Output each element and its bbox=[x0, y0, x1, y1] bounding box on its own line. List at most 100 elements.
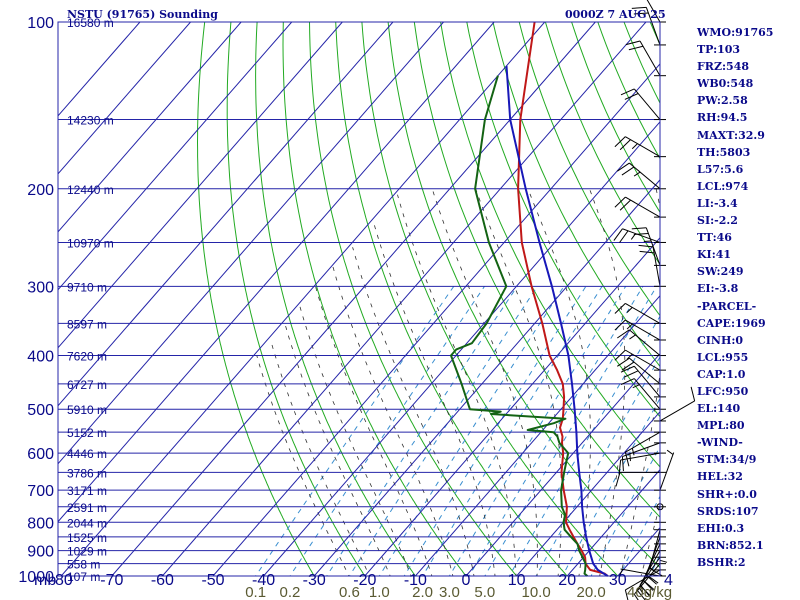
height-label: 9710 m bbox=[67, 280, 107, 294]
isotherm-line bbox=[364, 237, 660, 576]
stat-item: -PARCEL- bbox=[697, 299, 757, 313]
pressure-tick-label: 300 bbox=[27, 279, 54, 296]
isotherm-line bbox=[58, 22, 141, 117]
dry-adiabat-line bbox=[335, 22, 568, 576]
wind-barb-flag bbox=[613, 228, 623, 241]
mixing-ratio-line bbox=[535, 356, 660, 576]
wind-barb-flag bbox=[628, 45, 644, 51]
parcel-line bbox=[505, 65, 609, 577]
wind-barb-shaft bbox=[645, 7, 661, 46]
stat-item: FRZ:548 bbox=[697, 60, 750, 74]
stat-item: PW:2.58 bbox=[697, 94, 748, 108]
isotherm-line bbox=[58, 22, 293, 291]
pressure-tick-label: 400 bbox=[27, 349, 54, 366]
wind-barb-shaft bbox=[659, 400, 695, 422]
isotherm-line bbox=[58, 22, 191, 175]
stat-item: SHR+:0.0 bbox=[697, 487, 757, 501]
sounding-time: 0000Z 7 AUG 25 bbox=[565, 8, 666, 21]
isotherm-line bbox=[58, 22, 495, 523]
isotherm-line bbox=[516, 410, 660, 576]
wind-barbs bbox=[613, 0, 696, 600]
mixing-ratio-label: 5.0 bbox=[474, 584, 495, 600]
dry-adiabats bbox=[196, 22, 660, 576]
dry-adiabat-line bbox=[440, 22, 660, 468]
grid bbox=[58, 22, 660, 576]
wind-barb-flag bbox=[620, 88, 635, 96]
wind-barb-flag bbox=[620, 365, 635, 373]
wind-barb-flag bbox=[619, 139, 631, 151]
wind-barb-half-flag bbox=[639, 587, 644, 595]
stat-item: CAPE:1969 bbox=[697, 316, 766, 330]
height-label: 12440 m bbox=[67, 183, 114, 197]
wind-barb-flag bbox=[615, 472, 621, 487]
wind-barb-shaft bbox=[633, 563, 661, 595]
stat-item: SI:-2.2 bbox=[697, 214, 738, 228]
wind-barb-half-flag bbox=[666, 449, 674, 455]
wind-barb-shaft bbox=[625, 319, 661, 341]
sounding-title: NSTU (91765) Sounding bbox=[67, 8, 218, 21]
temperature-tick-label: -60 bbox=[151, 572, 174, 589]
wind-barb-shaft bbox=[622, 228, 661, 243]
wind-barb-flag bbox=[638, 244, 654, 248]
pressure-tick-label: 100 bbox=[27, 15, 54, 32]
wind-barb-shaft bbox=[645, 227, 661, 266]
stat-item: MAXT:32.9 bbox=[697, 128, 765, 142]
temperature-tick-label: -80 bbox=[50, 572, 73, 589]
dry-adiabat-line bbox=[492, 22, 660, 368]
stability-indices-list: WMO:91765 TP:103 FRZ:548 WB0:548 PW:2.58 RH:9… bbox=[697, 24, 773, 571]
wind-barb-shaft bbox=[659, 452, 675, 491]
mixing-ratio-line bbox=[254, 286, 455, 576]
wind-barb-shaft bbox=[625, 302, 661, 324]
wind-barb-flag bbox=[617, 357, 630, 367]
isotherm-line bbox=[111, 22, 596, 576]
moist-adiabat-line bbox=[284, 323, 391, 576]
isotherm-line bbox=[263, 121, 660, 576]
stat-item: EHI:0.3 bbox=[697, 521, 745, 535]
dry-adiabat-line bbox=[196, 22, 315, 576]
dry-adiabat-line bbox=[466, 22, 660, 418]
pressure-unit-label: mb bbox=[34, 572, 56, 589]
wind-barb-flag bbox=[624, 93, 639, 100]
mixing-ratio-label: 40g/kg bbox=[627, 584, 672, 600]
wind-barb-shaft bbox=[649, 529, 661, 569]
height-label: 6727 m bbox=[67, 378, 107, 392]
wind-barb-flag bbox=[631, 6, 647, 9]
wind-barb-shaft bbox=[633, 378, 661, 410]
wind-barb-half-flag bbox=[626, 353, 633, 360]
wind-barb-shaft bbox=[652, 246, 661, 287]
wind-barb-shaft bbox=[639, 40, 661, 76]
stat-item: BSHR:2 bbox=[697, 555, 746, 569]
mixing-ratio-line bbox=[468, 286, 644, 576]
wind-barb-flag bbox=[625, 40, 641, 46]
moist-adiabat-line bbox=[589, 188, 626, 576]
wind-barb-shaft bbox=[625, 136, 661, 158]
stat-item: BRN:852.1 bbox=[697, 538, 764, 552]
wind-barb-half-flag bbox=[629, 453, 631, 462]
stat-item: WMO:91765 bbox=[697, 26, 774, 39]
isotherm-line bbox=[58, 22, 394, 407]
wind-barb-half-flag bbox=[629, 334, 636, 340]
mixing-ratio-line bbox=[403, 286, 587, 576]
dry-adiabat-line bbox=[309, 22, 518, 576]
pressure-tick-label: 600 bbox=[27, 446, 54, 463]
wind-barb-flag bbox=[620, 378, 635, 385]
mixing-ratio-label: 20.0 bbox=[576, 584, 605, 600]
wind-barb-flag bbox=[631, 227, 647, 230]
wind-barb-shaft bbox=[622, 442, 661, 458]
wind-barb-flag bbox=[690, 386, 696, 402]
wind-barb-flag bbox=[617, 162, 630, 172]
moist-adiabat-line bbox=[256, 355, 350, 576]
stat-item: LCL:974 bbox=[697, 179, 749, 193]
wind-barb-half-flag bbox=[626, 307, 633, 313]
temperature-line bbox=[517, 21, 609, 577]
stat-item: TH:5803 bbox=[697, 145, 751, 159]
stat-item: EI:-3.8 bbox=[697, 282, 739, 296]
height-label: 14230 m bbox=[67, 114, 114, 128]
moist-adiabat-line bbox=[299, 305, 412, 576]
wind-barb-flag bbox=[617, 329, 630, 339]
wind-barb-flag bbox=[624, 452, 630, 467]
height-label: 3171 m bbox=[67, 484, 107, 498]
mixing-ratio-label: 0.6 bbox=[339, 584, 360, 600]
temperature-tick-label: -50 bbox=[201, 572, 224, 589]
height-label: 5152 m bbox=[67, 426, 107, 440]
